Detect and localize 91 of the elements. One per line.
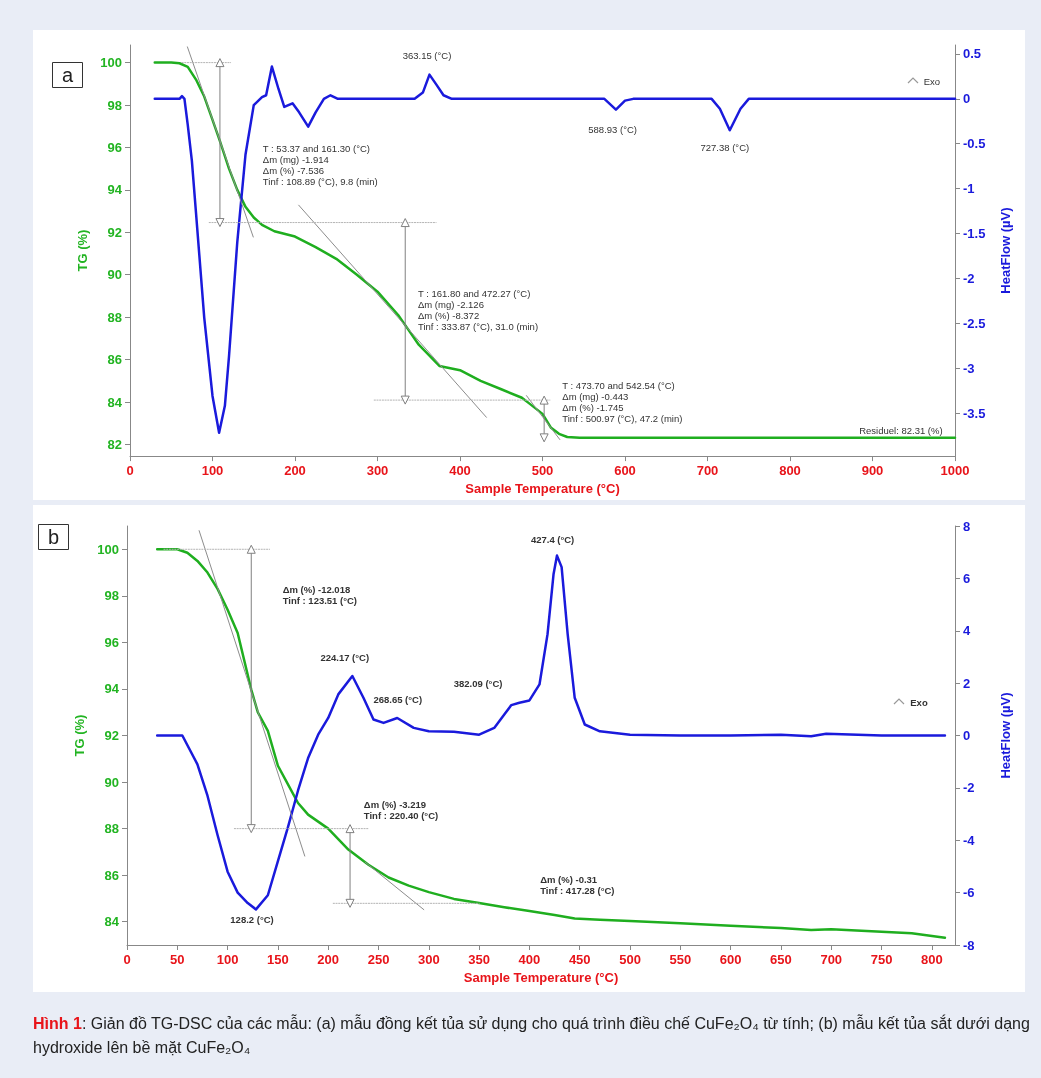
y-tick-label: 92	[107, 224, 122, 240]
annotation: 427.4 (°C)	[530, 534, 575, 546]
x-tick-label: 300	[417, 952, 440, 967]
annotation: Exo	[910, 697, 928, 709]
annotation: 727.38 (°C)	[700, 141, 750, 153]
y-axis-title: TG (%)	[72, 714, 88, 757]
x-tick-label: 650	[770, 952, 792, 967]
y-axis-title: TG (%)	[75, 229, 91, 272]
y2-axis-title: HeatFlow (µV)	[998, 692, 1013, 779]
x-axis-title: Sample Temperature (°C)	[463, 969, 619, 985]
y-tick-label: 84	[104, 914, 120, 930]
text: Hình 1: Giản đồ TG-DSC của các mẫu: (a) mẫu đồng kết tủa sử dụng cho quá trình điều chế CuFe₂O₄ từ tính; (b) mẫu kết tủa sắt dưới dạng hydroxide lên bề mặt CuFe₂O₄	[33, 1015, 1030, 1056]
y-tick-label: 96	[107, 139, 122, 155]
annotation: 382.09 (°C)	[453, 677, 503, 689]
y2-tick-label: -6	[963, 885, 975, 901]
annotation: Δm (%) -12.018 Tinf : 123.51 (°C)	[282, 583, 358, 606]
x-tick-label: 200	[317, 952, 340, 967]
x-tick-label: 0	[123, 952, 131, 967]
y2-tick-label: -3	[963, 360, 975, 376]
x-tick-label: 450	[568, 952, 591, 967]
y2-tick-label: 0	[963, 728, 971, 743]
y2-tick-label: 6	[963, 570, 971, 586]
x-tick-label: 400	[518, 952, 541, 967]
y-tick-label: 92	[104, 728, 119, 743]
y-tick-label: 88	[107, 309, 122, 325]
annotation: 363.15 (°C)	[402, 50, 452, 62]
annotation: Δm (%) -0.31 Tinf : 417.28 (°C)	[540, 874, 615, 897]
annotation: T : 473.70 and 542.54 (°C) Δm (mg) -0.443 Δm (%) -1.745 Tinf : 500.97 (°C), 47.2 (min)	[562, 380, 683, 425]
x-tick-label: 600	[614, 463, 636, 479]
annotation: 268.65 (°C)	[373, 693, 423, 705]
text: a	[62, 64, 74, 86]
x-tick-label: 50	[170, 952, 185, 967]
x-tick-label: 150	[267, 952, 289, 967]
x-tick-label: 100	[216, 952, 239, 967]
chart-title: b	[48, 526, 60, 548]
x-tick-label: 350	[468, 952, 490, 967]
y2-tick-label: -3.5	[963, 405, 986, 421]
y2-tick-label: 0	[963, 91, 971, 107]
y-tick-label: 98	[104, 588, 119, 604]
y2-axis-title: HeatFlow (µV)	[998, 207, 1013, 294]
annotation: T : 53.37 and 161.30 (°C) Δm (mg) -1.914 Δm (%) -7.536 Tinf : 108.89 (°C), 9.8 (min)	[262, 142, 378, 187]
y-tick-label: 100	[100, 55, 122, 71]
y-tick-label: 82	[107, 436, 122, 452]
x-tick-label: 700	[696, 463, 719, 479]
y2-tick-label: 4	[963, 623, 971, 639]
y2-tick-label: 0.5	[963, 46, 982, 62]
annotation: Δm (%) -3.219 Tinf : 220.40 (°C)	[363, 799, 439, 822]
annotation: 128.2 (°C)	[230, 914, 274, 926]
y2-tick-label: -2	[963, 270, 975, 286]
x-axis-title: Sample Temperature (°C)	[465, 481, 620, 496]
y2-tick-label: 2	[963, 675, 971, 691]
y2-tick-label: 8	[963, 518, 971, 534]
annotation: 588.93 (°C)	[588, 123, 637, 135]
x-tick-label: 250	[367, 952, 390, 967]
x-tick-label: 550	[669, 952, 692, 967]
y2-tick-label: -1.5	[963, 226, 986, 241]
y-tick-label: 90	[107, 267, 122, 283]
x-tick-label: 800	[921, 952, 943, 967]
y2-tick-label: -2.5	[963, 315, 986, 331]
y-tick-label: 96	[104, 634, 119, 650]
annotation: Exo	[923, 76, 941, 88]
x-tick-label: 700	[820, 952, 843, 967]
y2-tick-label: -1	[963, 181, 975, 197]
annotation: Residuel: 82.31 (%)	[859, 424, 943, 436]
y-tick-label: 100	[97, 541, 119, 557]
x-tick-label: 750	[870, 952, 893, 967]
x-tick-label: 200	[284, 463, 306, 479]
x-tick-label: 0	[126, 463, 134, 479]
annotation: T : 161.80 and 472.27 (°C) Δm (mg) -2.126 Δm (%) -8.372 Tinf : 333.87 (°C), 31.0 (min)	[417, 288, 539, 333]
y2-tick-label: -8	[963, 937, 975, 953]
y2-tick-label: -4	[963, 832, 976, 848]
y2-tick-label: -2	[963, 780, 975, 796]
y-tick-label: 90	[104, 774, 119, 790]
x-tick-label: 400	[449, 463, 471, 479]
y-tick-label: 86	[104, 867, 119, 883]
x-tick-label: 900	[861, 463, 884, 479]
y-tick-label: 94	[107, 182, 123, 198]
y-tick-label: 94	[104, 681, 120, 697]
annotation: 224.17 (°C)	[320, 652, 370, 664]
x-tick-label: 800	[779, 463, 801, 479]
x-tick-label: 500	[531, 463, 554, 479]
y2-tick-label: -0.5	[963, 136, 986, 152]
y-tick-label: 84	[107, 394, 123, 410]
x-tick-label: 1000	[940, 463, 970, 479]
x-tick-label: 600	[719, 952, 742, 967]
y-tick-label: 88	[104, 821, 119, 837]
y-tick-label: 98	[107, 97, 122, 113]
y-tick-label: 86	[107, 352, 122, 368]
x-tick-label: 300	[366, 463, 389, 479]
x-tick-label: 100	[201, 463, 224, 479]
x-tick-label: 500	[619, 952, 641, 967]
